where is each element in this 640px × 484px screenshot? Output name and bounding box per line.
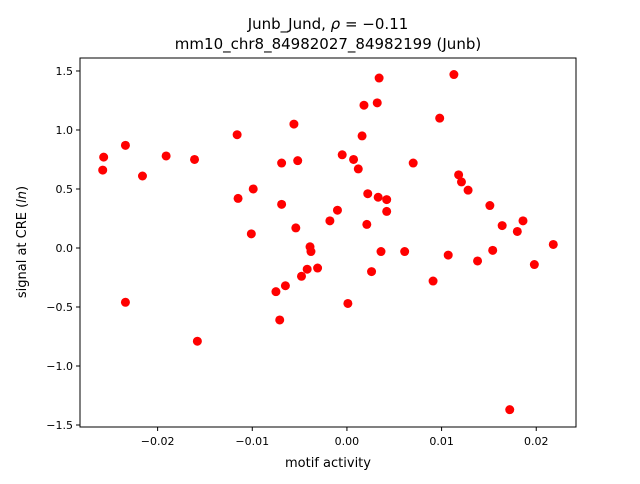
data-point <box>359 100 369 110</box>
y-tick-label: −1.5 <box>46 419 73 432</box>
data-point <box>271 287 281 297</box>
data-point <box>382 206 392 216</box>
y-tick-label: 0.0 <box>56 242 74 255</box>
data-point <box>463 185 473 195</box>
data-point <box>372 98 382 108</box>
data-point <box>382 195 392 205</box>
y-tick-label: −0.5 <box>46 301 73 314</box>
data-point <box>512 226 522 236</box>
data-point <box>362 219 372 229</box>
data-point <box>373 192 383 202</box>
data-point <box>137 171 147 181</box>
data-point <box>505 405 515 415</box>
data-point <box>280 281 290 291</box>
data-point <box>277 199 287 209</box>
data-point <box>332 205 342 215</box>
data-point <box>343 298 353 308</box>
data-point <box>518 216 528 226</box>
data-point <box>408 158 418 168</box>
data-point <box>428 276 438 286</box>
data-point <box>302 264 312 274</box>
data-point <box>488 245 498 255</box>
data-point <box>363 189 373 199</box>
data-point <box>456 177 466 187</box>
data-point <box>306 247 316 257</box>
data-point <box>313 263 323 273</box>
x-tick-label: −0.02 <box>141 435 175 448</box>
y-tick-label: 1.0 <box>56 124 74 137</box>
data-point <box>548 239 558 249</box>
data-point <box>497 221 507 231</box>
data-point <box>454 170 464 180</box>
x-tick-label: 0.00 <box>335 435 360 448</box>
data-point <box>293 156 303 166</box>
data-point <box>233 193 243 203</box>
data-point <box>349 154 359 164</box>
x-tick-label: 0.02 <box>524 435 549 448</box>
data-point <box>192 336 202 346</box>
data-point <box>529 260 539 270</box>
chart-title-line1: Junb_Jund, ρ = −0.11 <box>247 15 409 34</box>
data-point <box>449 70 459 80</box>
data-point <box>232 130 242 140</box>
plot-frame <box>79 57 577 428</box>
data-point <box>435 113 445 123</box>
y-tick-label: 0.5 <box>56 183 74 196</box>
data-point <box>120 140 130 150</box>
data-point <box>357 131 367 141</box>
x-axis-label: motif activity <box>285 456 371 471</box>
data-point <box>443 250 453 260</box>
chart-title-line2: mm10_chr8_84982027_84982199 (Junb) <box>175 35 481 54</box>
data-point <box>277 158 287 168</box>
y-tick-label: 1.5 <box>56 65 74 78</box>
data-point <box>325 216 335 226</box>
x-tick-label: 0.01 <box>429 435 454 448</box>
data-point <box>400 247 410 257</box>
data-point <box>275 315 285 325</box>
y-tick-label: −1.0 <box>46 360 73 373</box>
data-point <box>374 73 384 83</box>
data-point <box>190 154 200 164</box>
data-point <box>289 119 299 129</box>
y-axis-label: signal at CRE (ln) <box>15 186 30 298</box>
data-point <box>120 297 130 307</box>
data-point <box>99 152 109 162</box>
data-point <box>367 267 377 277</box>
data-point <box>485 201 495 211</box>
data-point <box>291 223 301 233</box>
data-point <box>473 256 483 266</box>
data-point <box>296 271 306 281</box>
data-point <box>98 165 108 175</box>
data-point <box>161 151 171 161</box>
data-point <box>376 247 386 257</box>
data-point <box>337 150 347 160</box>
x-tick-label: −0.01 <box>235 435 269 448</box>
data-point <box>246 229 256 239</box>
data-point <box>353 164 363 174</box>
data-point <box>248 184 258 194</box>
